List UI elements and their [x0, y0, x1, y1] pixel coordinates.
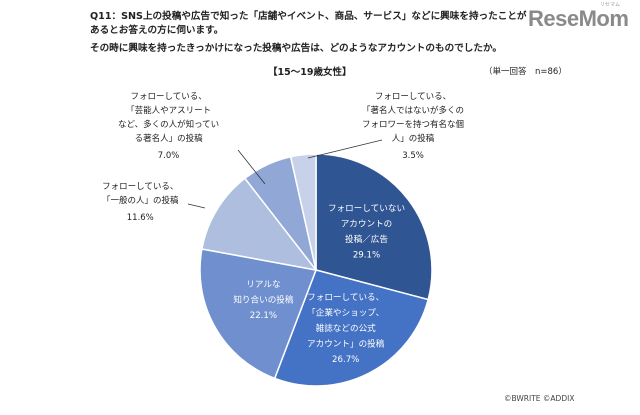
pie-slice-4 [201, 177, 318, 272]
pie-slice-3 [199, 248, 318, 380]
pie-slice-2 [273, 269, 430, 387]
slice-label-1: フォローしていないアカウントの投稿／広告 29.1% [328, 203, 405, 260]
resemom-logo[interactable]: ReseMom [528, 6, 629, 31]
slice-label-5: フォローしている、 「芸能人やアスリート など、多くの人が知ってい る著名人」の投稿 7… [118, 92, 220, 161]
leader-line-4 [187, 203, 206, 209]
copyright-credit: ©BWRITE ©ADDIX [504, 394, 575, 403]
question-line-2: あるとお答えの方に伺います。 [90, 25, 224, 36]
leader-line-5 [237, 149, 266, 185]
slice-label-2: フォローしている、「企業やショップ、雑誌などの公式アカウント」の投稿 26.7% [307, 292, 385, 365]
pie-slice-6 [289, 153, 317, 271]
slice-label-4: フォローしている、 「一般の人」の投稿 11.6% [102, 182, 179, 223]
logo-ruby-text: リセマム [600, 2, 621, 8]
leader-line-6 [307, 139, 383, 159]
question-line-3: その時に興味を持ったきっかけになった投稿や広告は、どのようなアカウントのものでし… [90, 43, 502, 54]
question-line-1: Q11：SNS上の投稿や広告で知った「店舗やイベント、商品、サービス」などに興味… [90, 11, 527, 22]
pie-slice-1 [315, 153, 433, 301]
response-basis: （単一回答 n=86） [484, 67, 567, 77]
slice-label-6: フォローしている、 「著名人ではないが多くの フォロワーを持つ有名な個 人」の投稿 3.… [362, 92, 465, 161]
chart-subtitle: 【15～19歳女性】 [268, 67, 352, 78]
slice-label-3: リアルな知り合いの投稿 22.1% [233, 279, 294, 321]
